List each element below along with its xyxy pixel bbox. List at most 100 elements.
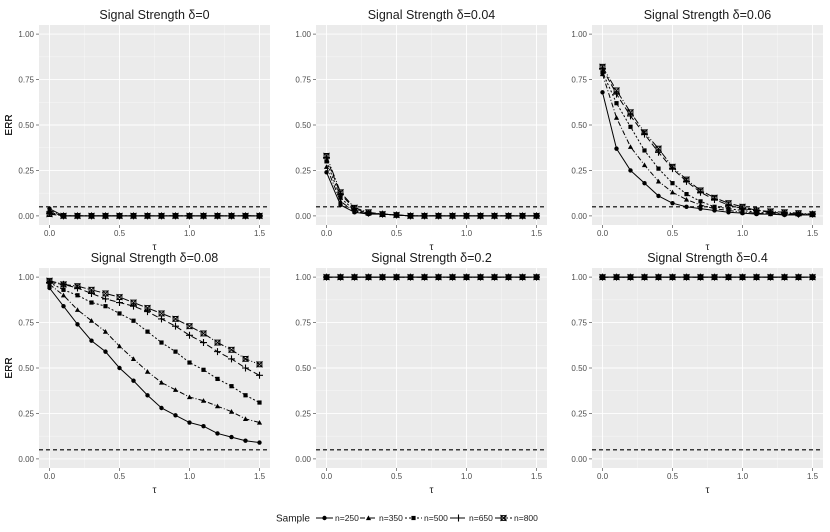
data-point (116, 212, 123, 220)
legend-item: n=350 (360, 513, 403, 523)
data-point (88, 318, 95, 323)
series-line (326, 155, 537, 217)
data-point (46, 277, 53, 285)
data-point (228, 409, 235, 414)
x-tick-label: 0.0 (321, 472, 333, 481)
data-point (74, 307, 81, 312)
data-point (739, 203, 746, 211)
data-point (365, 208, 372, 216)
x-tick-label: 0.5 (391, 472, 403, 481)
data-point (242, 416, 249, 421)
x-tick-label: 0.0 (597, 229, 609, 238)
series-n=250 (47, 285, 262, 445)
data-point (338, 195, 343, 200)
y-tick-label: 1.00 (571, 273, 587, 282)
x-tick-label: 1.5 (254, 472, 266, 481)
data-point (379, 273, 386, 281)
data-point (187, 360, 192, 365)
data-point (130, 356, 137, 361)
data-point (655, 178, 662, 184)
data-point (519, 212, 526, 220)
y-axis-title: ERR (4, 357, 15, 378)
x-tick-label: 1.0 (737, 472, 749, 481)
data-point (144, 369, 151, 374)
panel-title: Signal Strength δ=0.06 (644, 8, 772, 22)
y-tick-label: 0.75 (18, 319, 34, 328)
data-point (158, 310, 165, 317)
series-line (49, 283, 260, 424)
x-tick-label: 0.5 (667, 472, 679, 481)
series-n=800 (599, 63, 816, 218)
data-point (158, 379, 165, 385)
data-point (365, 273, 372, 281)
x-tick-label: 1.5 (531, 229, 543, 238)
panel-title: Signal Strength δ=0.4 (647, 251, 768, 265)
series-n=800 (323, 273, 540, 281)
y-tick-label: 0.25 (295, 409, 311, 418)
data-point (670, 200, 675, 206)
data-point (614, 146, 619, 151)
data-point (242, 355, 249, 363)
x-tick-label: 0.0 (44, 472, 56, 481)
data-point (116, 293, 123, 301)
data-point (200, 398, 207, 403)
data-point (324, 170, 329, 175)
panel-5: Signal Strength δ=0.4 0.00 0.25 0.50 0.75 1.0… (4, 251, 823, 496)
data-point (613, 87, 620, 94)
data-point (323, 164, 330, 169)
y-tick-label: 0.25 (18, 409, 34, 418)
data-point (229, 434, 234, 440)
data-point (75, 322, 80, 327)
data-point (200, 339, 207, 347)
data-point (145, 329, 150, 334)
legend-title: Sample (276, 514, 310, 525)
data-point (711, 194, 718, 202)
data-point (393, 273, 400, 281)
data-point (627, 273, 634, 281)
data-point (767, 273, 774, 281)
x-tick-label: 1.0 (184, 229, 196, 238)
data-point (130, 212, 137, 220)
data-point (201, 367, 206, 372)
legend-label: n=800 (514, 513, 538, 523)
data-point (158, 315, 165, 323)
series-n=800 (46, 210, 263, 220)
data-point (669, 163, 676, 171)
panel-0: Signal Strength δ=0 0.00 0.25 0.50 0.75 1.00 0… (4, 8, 270, 253)
y-tick-label: 1.00 (18, 273, 34, 282)
legend-item: n=800 (495, 513, 538, 523)
data-point (477, 212, 484, 220)
x-tick-label: 0.5 (114, 472, 126, 481)
data-point (449, 212, 456, 220)
data-point (257, 440, 262, 445)
legend-item: n=650 (450, 513, 493, 523)
x-tick-label: 1.0 (184, 472, 196, 481)
data-point (407, 273, 414, 281)
series-line (49, 287, 260, 444)
data-point (47, 285, 52, 291)
series-n=800 (599, 273, 816, 281)
legend-item: n=500 (405, 513, 448, 523)
data-point (711, 273, 718, 281)
data-point (130, 302, 137, 310)
data-point (116, 343, 123, 349)
data-point (88, 212, 95, 220)
data-point (200, 212, 207, 220)
x-tick-label: 0.0 (321, 229, 333, 238)
x-tick-label: 0.5 (114, 229, 126, 238)
data-point (117, 311, 122, 316)
legend-label: n=650 (469, 513, 493, 523)
series-line (602, 66, 813, 215)
series-line (602, 68, 813, 215)
data-point (533, 212, 540, 220)
data-point (338, 202, 343, 208)
data-point (243, 438, 248, 443)
data-point (144, 308, 151, 316)
data-point (172, 322, 179, 330)
data-point (256, 371, 263, 379)
data-point (215, 376, 220, 382)
data-point (89, 338, 94, 343)
data-point (46, 210, 53, 218)
data-point (337, 198, 344, 204)
